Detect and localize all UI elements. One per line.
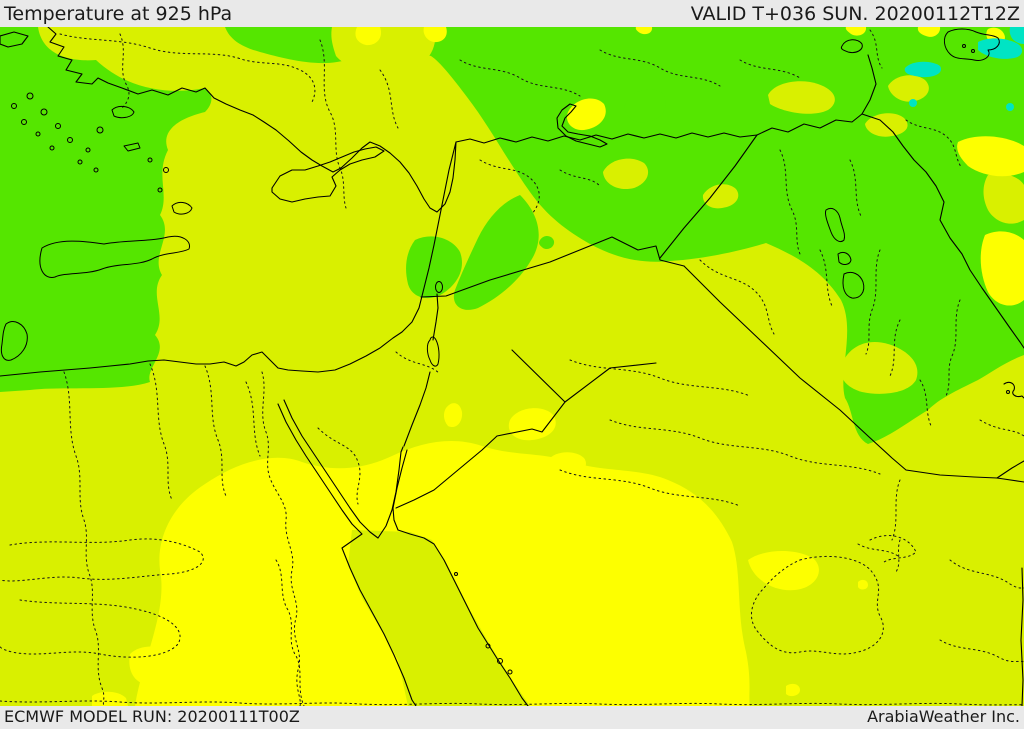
admin-boundaries-layer [0,29,1024,706]
temp-band-chartreuse-pockets [331,27,1024,394]
brand-label: ArabiaWeather Inc. [867,707,1020,727]
temperature-map-svg [0,27,1024,706]
lakes-layer [426,28,1000,367]
header-bar: Temperature at 925 hPa VALID T+036 SUN. … [0,0,1024,27]
red-sea-band [348,530,530,706]
valid-time-label: VALID T+036 SUN. 20200112T12Z [690,3,1020,26]
map-title: Temperature at 925 hPa [4,3,233,26]
model-run-label: ECMWF MODEL RUN: 20200111T00Z [4,707,300,727]
islands-layer [0,92,1010,675]
footer-bar: ECMWF MODEL RUN: 20200111T00Z ArabiaWeat… [0,706,1024,729]
weather-map [0,27,1024,706]
temp-band-green [0,27,1024,444]
